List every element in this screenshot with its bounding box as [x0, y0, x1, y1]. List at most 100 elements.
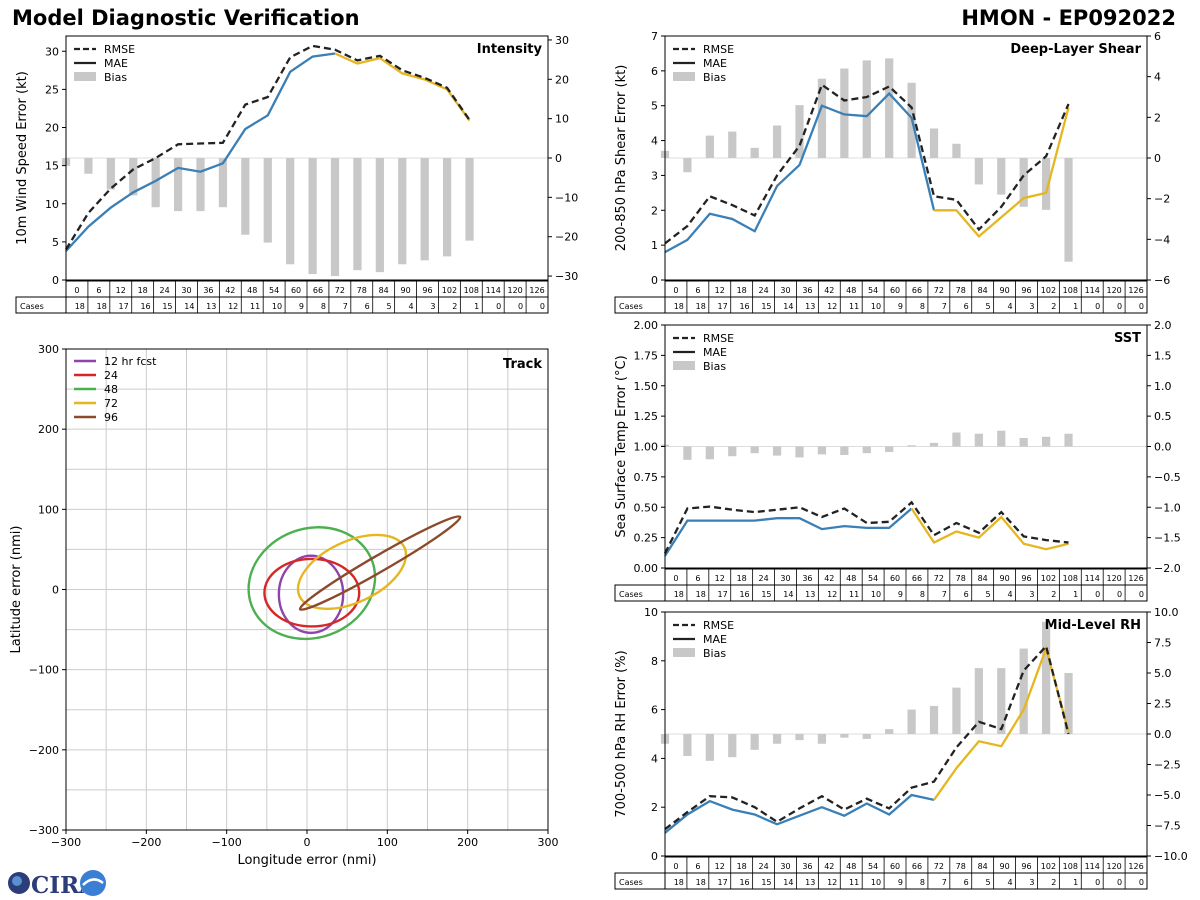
y-tick-label: 300: [38, 343, 59, 356]
mae-line-yellow: [334, 52, 471, 122]
hour-cell: 30: [780, 574, 790, 583]
y-tick-label: 5: [651, 100, 658, 113]
cases-cell: 6: [964, 302, 969, 311]
y2-tick-label: −2.5: [1154, 759, 1181, 772]
legend-label: 24: [104, 369, 118, 382]
hour-cell: 54: [868, 862, 878, 871]
cases-cell: 11: [849, 878, 859, 887]
cases-cell: 11: [849, 302, 859, 311]
cases-cell: 13: [206, 302, 216, 311]
y-tick-label: −200: [29, 744, 59, 757]
cases-cell: 6: [964, 590, 969, 599]
hour-cell: 114: [1085, 286, 1100, 295]
y-tick-label: 6: [651, 704, 658, 717]
cases-cell: 0: [496, 302, 501, 311]
x-tick-label: 300: [538, 836, 559, 849]
hour-cell: 24: [159, 286, 169, 295]
hour-cell: 24: [758, 286, 768, 295]
y-axis-label: Latitude error (nmi): [9, 526, 24, 654]
cases-table: Cases01861812171816241530143613421248115…: [614, 856, 1148, 890]
cases-cell: 0: [1117, 302, 1122, 311]
cases-cell: 4: [1007, 878, 1012, 887]
hour-cell: 6: [695, 574, 700, 583]
hour-cell: 66: [912, 286, 922, 295]
cases-cell: 5: [986, 302, 991, 311]
y-tick-label: 0: [52, 274, 59, 287]
bias-bar: [465, 158, 474, 241]
bias-bar: [907, 709, 916, 734]
cases-cell: 17: [718, 302, 728, 311]
hour-cell: 18: [737, 574, 747, 583]
legend-bias-swatch: [673, 72, 695, 81]
cases-cell: 14: [184, 302, 194, 311]
hour-cell: 114: [486, 286, 501, 295]
y-tick-label: 2: [651, 801, 658, 814]
hour-cell: 96: [1021, 286, 1031, 295]
y-tick-label: 0.75: [634, 471, 659, 484]
bias-bar: [795, 734, 804, 741]
hour-cell: 102: [1041, 286, 1056, 295]
y2-tick-label: 0.0: [1154, 728, 1172, 741]
cases-label-cell: [614, 872, 666, 890]
hour-cell: 102: [1041, 574, 1056, 583]
hour-cell: 60: [291, 286, 301, 295]
hour-cell: 18: [737, 286, 747, 295]
hour-cell: 54: [868, 286, 878, 295]
bias-bar: [286, 158, 295, 265]
hour-cell: 42: [824, 286, 834, 295]
hour-cell: 24: [758, 574, 768, 583]
hour-cell: 18: [138, 286, 148, 295]
y-axis-label: 700-500 hPa RH Error (%): [614, 650, 629, 817]
cases-cell: 0: [1139, 590, 1144, 599]
x-tick-label: −300: [51, 836, 81, 849]
cases-cell: 6: [964, 878, 969, 887]
cases-cell: 1: [474, 302, 479, 311]
bias-bar: [330, 158, 340, 277]
hour-cell: 90: [999, 286, 1009, 295]
cases-cell: 8: [920, 878, 925, 887]
bias-bar: [683, 446, 692, 460]
bias-bar: [1019, 437, 1028, 447]
hour-cell: 12: [715, 574, 725, 583]
y2-tick-label: 2.5: [1154, 698, 1172, 711]
y-tick-label: 0: [52, 584, 59, 597]
legend-label: 12 hr fcst: [104, 355, 157, 368]
cases-cell: 5: [986, 590, 991, 599]
cases-cell: 4: [408, 302, 413, 311]
hour-cell: 84: [978, 286, 988, 295]
cases-cell: 14: [783, 302, 793, 311]
y-tick-label: 7: [651, 30, 658, 43]
hour-cell: 126: [1128, 286, 1143, 295]
legend-label: 48: [104, 383, 118, 396]
page-title: Model Diagnostic Verification: [12, 6, 360, 30]
legend-bias: Bias: [104, 71, 127, 84]
bias-bar: [997, 430, 1006, 447]
bias-bar: [974, 158, 983, 185]
hour-cell: 12: [715, 862, 725, 871]
cases-cell: 17: [718, 590, 728, 599]
legend-rmse: RMSE: [104, 43, 135, 56]
y2-tick-label: 10: [555, 113, 569, 126]
cases-cell: 7: [942, 590, 947, 599]
y2-tick-label: 20: [555, 73, 569, 86]
bias-bar: [952, 687, 961, 734]
y-tick-label: 200: [38, 423, 59, 436]
cases-cell: 13: [805, 302, 815, 311]
cases-cell: 5: [986, 878, 991, 887]
hour-cell: 90: [999, 862, 1009, 871]
legend-bias: Bias: [703, 647, 726, 660]
cases-cell: 5: [387, 302, 392, 311]
bias-bar: [705, 446, 714, 460]
bias-bar: [705, 734, 714, 761]
bias-bar: [862, 60, 871, 158]
y2-tick-label: −10: [555, 191, 578, 204]
cases-cell: 16: [140, 302, 150, 311]
bias-bar: [974, 668, 983, 734]
bias-bar: [218, 158, 228, 208]
cases-cell: 0: [1095, 302, 1100, 311]
hour-cell: 72: [934, 862, 944, 871]
cases-cell: 15: [761, 590, 771, 599]
cases-cell: 18: [696, 878, 706, 887]
cases-cell: 0: [1095, 590, 1100, 599]
legend-bias: Bias: [703, 71, 726, 84]
